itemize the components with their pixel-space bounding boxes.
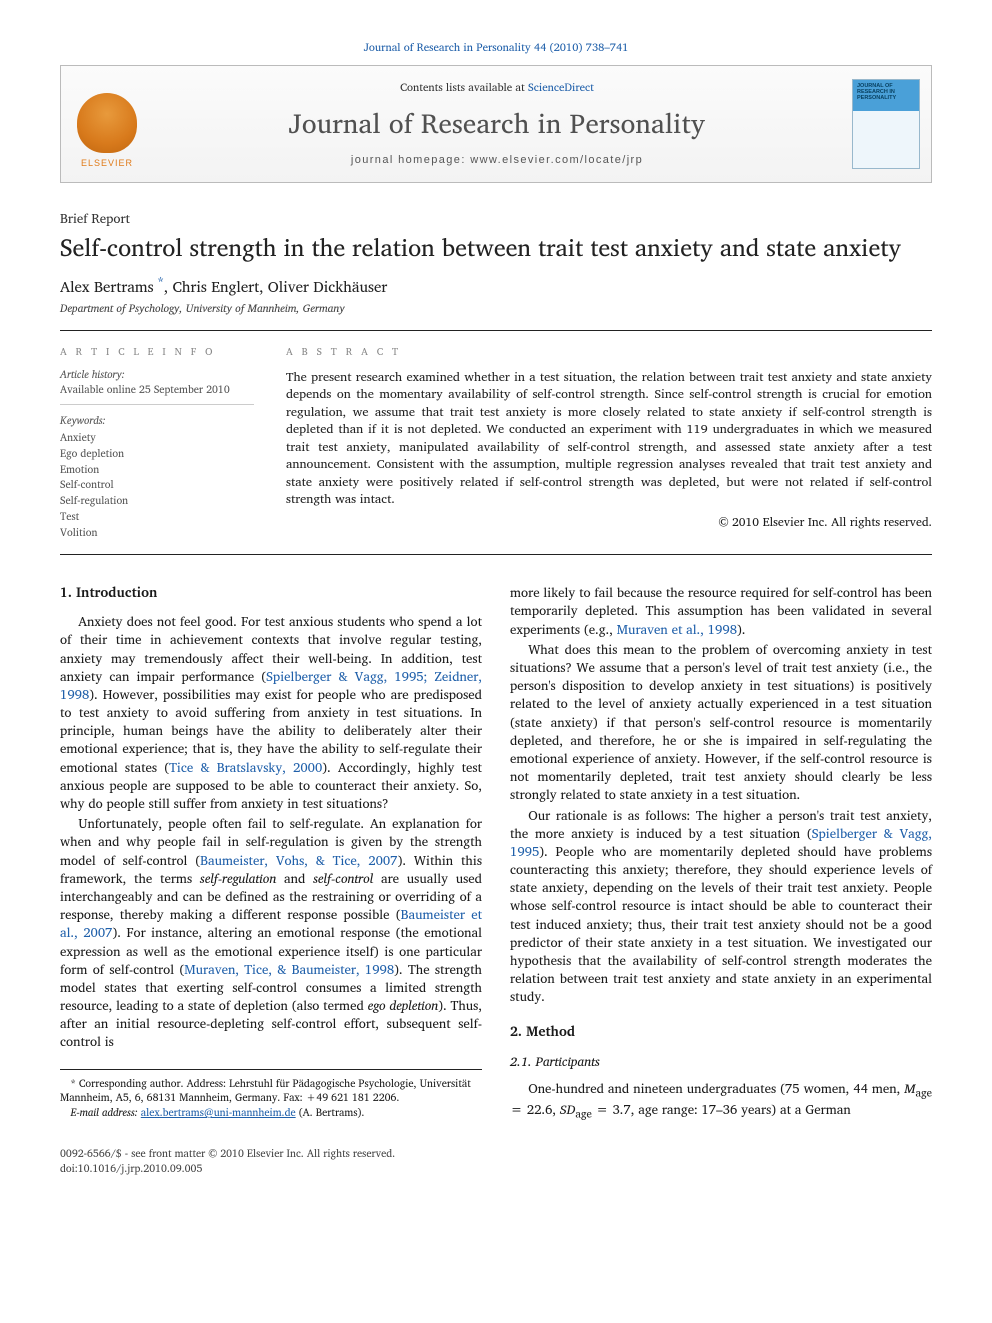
footnote-email-tail: (A. Bertrams).	[296, 1103, 365, 1121]
corr-author-footnote: * Corresponding author. Address: Lehrstu…	[60, 1069, 482, 1120]
elsevier-wordmark: ELSEVIER	[81, 157, 133, 170]
author-1: Alex Bertrams	[60, 274, 154, 299]
section-participants-head: 2.1. Participants	[510, 1052, 932, 1070]
journal-name: Journal of Research in Personality	[289, 105, 706, 143]
article-info-block: A R T I C L E I N F O Article history: A…	[60, 331, 270, 554]
affiliation-line: Department of Psychology, University of …	[60, 301, 932, 316]
authors-line: Alex Bertrams *, Chris Englert, Oliver D…	[60, 272, 932, 297]
journal-homepage-line: journal homepage: www.elsevier.com/locat…	[351, 153, 643, 168]
abstract-head: A B S T R A C T	[286, 345, 932, 359]
section-method-head: 2. Method	[510, 1022, 932, 1041]
author-3: Oliver Dickhäuser	[268, 274, 387, 299]
front-matter-tail: 0092-6566/$ - see front matter © 2010 El…	[60, 1146, 932, 1175]
corr-author-star-icon: *	[154, 270, 164, 292]
elsevier-logo: ELSEVIER	[72, 79, 142, 169]
elsevier-tree-icon	[77, 93, 137, 153]
participants-para: One-hundred and nineteen undergraduates …	[510, 1079, 932, 1123]
footnote-email-label: E-mail address:	[71, 1103, 138, 1121]
abstract-copyright: © 2010 Elsevier Inc. All rights reserved…	[286, 515, 932, 532]
article-type-label: Brief Report	[60, 209, 932, 227]
journal-cover-thumbnail: JOURNAL OF RESEARCH IN PERSONALITY	[852, 79, 920, 169]
contents-available-line: Contents lists available at ScienceDirec…	[400, 80, 594, 95]
cover-thumb-block: JOURNAL OF RESEARCH IN PERSONALITY	[841, 66, 931, 182]
history-value: Available online 25 September 2010	[60, 380, 230, 398]
journal-masthead: ELSEVIER Contents lists available at Sci…	[60, 65, 932, 183]
keyword-item: Volition	[60, 525, 254, 541]
contents-prefix: Contents lists available at	[400, 78, 528, 96]
running-citation: Journal of Research in Personality 44 (2…	[60, 40, 932, 55]
author-2: Chris Englert	[172, 274, 259, 299]
text-run: ). People who are momentarily depleted s…	[510, 840, 932, 1008]
doi-line: doi:10.1016/j.jrp.2010.09.005	[60, 1161, 932, 1176]
keywords-list: Anxiety Ego depletion Emotion Self-contr…	[60, 430, 254, 540]
footnote-address: * Corresponding author. Address: Lehrstu…	[60, 1076, 482, 1105]
text-run: ).	[737, 618, 746, 640]
abstract-text: The present research examined whether in…	[286, 369, 932, 509]
intro-para-4: Our rationale is as follows: The higher …	[510, 806, 932, 1006]
article-info-head: A R T I C L E I N F O	[60, 345, 254, 359]
intro-para-1: Anxiety does not feel good. For test anx…	[60, 612, 482, 812]
footnote-email-link[interactable]: alex.bertrams@uni-mannheim.de	[141, 1103, 296, 1121]
publisher-logo-block: ELSEVIER	[61, 66, 153, 182]
sciencedirect-link[interactable]: ScienceDirect	[528, 78, 594, 96]
intro-para-2-cont: more likely to fail because the resource…	[510, 583, 932, 638]
intro-para-2: Unfortunately, people often fail to self…	[60, 814, 482, 1050]
intro-para-3: What does this mean to the problem of ov…	[510, 640, 932, 804]
citation-link[interactable]: Muraven et al., 1998	[617, 618, 737, 640]
cover-title-text: JOURNAL OF RESEARCH IN PERSONALITY	[857, 83, 915, 101]
article-title: Self-control strength in the relation be…	[60, 232, 932, 262]
abstract-block: A B S T R A C T The present research exa…	[270, 331, 932, 554]
section-intro-head: 1. Introduction	[60, 583, 482, 602]
stat-symbol: SD	[560, 1098, 576, 1120]
keyword-item: Self-regulation	[60, 493, 254, 509]
stat-symbol: M	[904, 1077, 915, 1099]
keywords-label: Keywords:	[60, 413, 254, 428]
